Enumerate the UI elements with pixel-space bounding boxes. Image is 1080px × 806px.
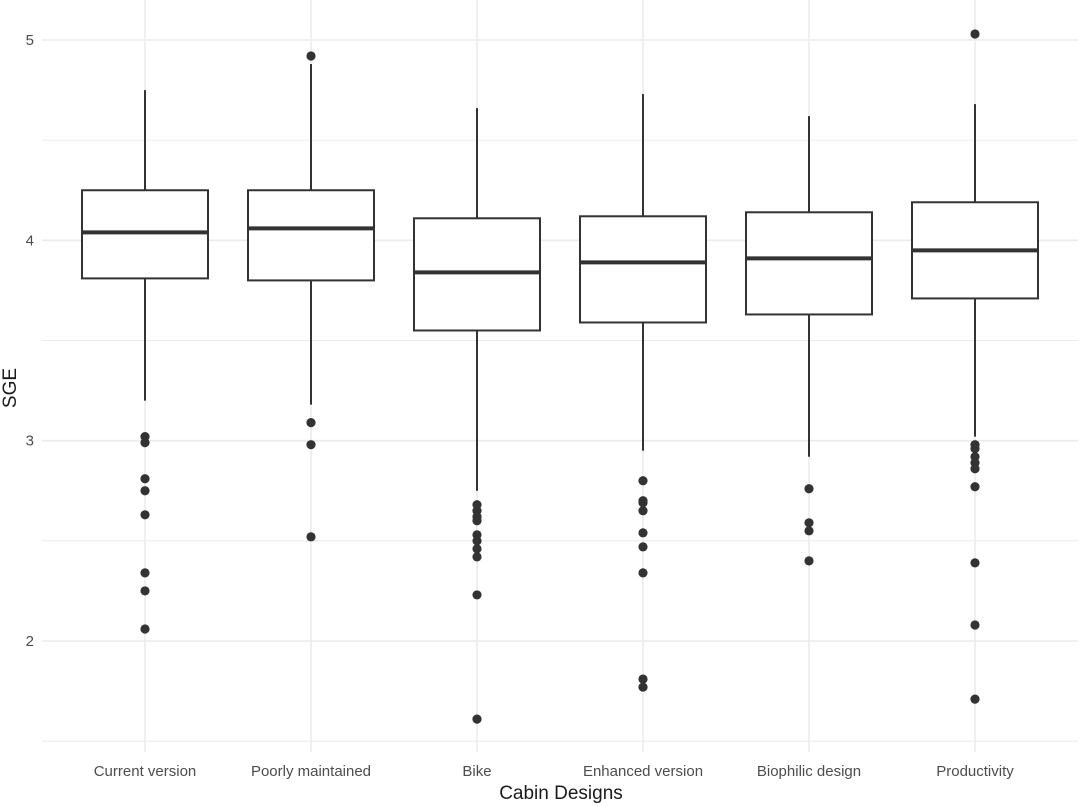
outlier-point: [140, 474, 150, 484]
outlier-point: [140, 486, 150, 496]
outlier-point: [804, 526, 814, 536]
iqr-box: [745, 211, 873, 316]
outlier-point: [970, 444, 980, 454]
x-tick-label: Enhanced version: [583, 763, 703, 780]
y-tick-label: 4: [26, 232, 34, 249]
outlier-point: [638, 476, 648, 486]
outlier-point: [140, 510, 150, 520]
outlier-point: [140, 438, 150, 448]
outlier-point: [140, 586, 150, 596]
outlier-point: [472, 536, 482, 546]
outlier-point: [970, 620, 980, 630]
x-tick-label: Bike: [462, 763, 491, 780]
outlier-point: [804, 518, 814, 528]
outlier-point: [638, 542, 648, 552]
outlier-point: [970, 29, 980, 39]
outlier-point: [472, 552, 482, 562]
grid-layer: [42, 0, 1078, 752]
box-group-6: [911, 29, 1039, 704]
box-group-3: [413, 108, 541, 724]
outlier-point: [638, 682, 648, 692]
outlier-point: [804, 484, 814, 494]
x-axis-title: Cabin Designs: [499, 783, 623, 804]
outlier-point: [306, 440, 316, 450]
outlier-point: [970, 482, 980, 492]
outlier-point: [472, 590, 482, 600]
iqr-box: [247, 189, 375, 282]
outlier-point: [306, 418, 316, 428]
outlier-point: [804, 556, 814, 566]
box-group-1: [81, 90, 209, 634]
outlier-point: [638, 498, 648, 508]
outlier-point: [306, 51, 316, 61]
x-tick-label: Poorly maintained: [251, 763, 371, 780]
y-tick-label: 3: [26, 433, 34, 450]
y-tick-label: 2: [26, 633, 34, 650]
x-tick-label: Biophilic design: [757, 763, 861, 780]
box-group-2: [247, 51, 375, 542]
outlier-point: [970, 558, 980, 568]
outlier-point: [306, 532, 316, 542]
outlier-point: [472, 516, 482, 526]
iqr-box: [81, 189, 209, 280]
box-group-5: [745, 116, 873, 566]
y-tick-label: 5: [26, 32, 34, 49]
outlier-point: [638, 568, 648, 578]
outlier-point: [638, 674, 648, 684]
outlier-point: [638, 506, 648, 516]
iqr-box: [413, 217, 541, 332]
outlier-point: [970, 464, 980, 474]
outlier-point: [472, 714, 482, 724]
iqr-box: [579, 215, 707, 324]
outlier-point: [140, 624, 150, 634]
outlier-point: [472, 544, 482, 554]
outlier-point: [970, 694, 980, 704]
x-tick-label: Productivity: [936, 763, 1014, 780]
axis-layer: 2 3 4 5 Current version Poorly maintained Bike…: [26, 32, 1015, 780]
box-group-4: [579, 94, 707, 692]
outlier-point: [638, 528, 648, 538]
box-layer: [81, 29, 1039, 724]
outlier-point: [140, 568, 150, 578]
x-tick-label: Current version: [94, 763, 197, 780]
y-axis-title: SGE: [0, 368, 21, 408]
